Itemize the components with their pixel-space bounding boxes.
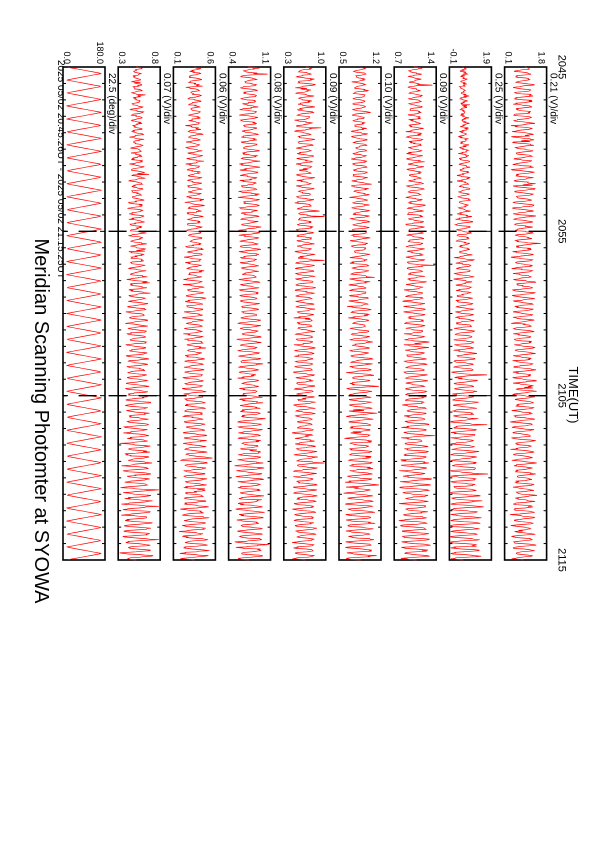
y-top-label: 0.8 [150, 51, 160, 64]
data-trace [343, 66, 380, 561]
data-trace [234, 66, 270, 561]
panel-scale-label: 0.09 (V)/div [437, 73, 448, 124]
y-top-label: 1.8 [537, 51, 547, 64]
data-trace [291, 66, 325, 561]
data-trace [119, 66, 159, 561]
panel-2: 0.8 0.3 0.07 (V)/div [117, 51, 172, 561]
y-bottom-label: 0.7 [393, 51, 403, 64]
panel-scale-label: 0.06 (V)/div [216, 73, 227, 124]
y-bottom-label: 0.1 [172, 51, 182, 64]
x-tick-label: 2115 [556, 548, 568, 572]
panel-9: 1.8 0.1 0.21 (V)/div [504, 51, 559, 561]
panel-scale-label: 0.25 (V)/div [492, 73, 503, 124]
y-bottom-label: -0.1 [448, 48, 458, 64]
panel-scale-label: 0.10 (V)/div [382, 73, 393, 124]
panel-scale-label: 0.08 (V)/div [272, 73, 283, 124]
panel-4: 1.1 0.4 0.08 (V)/div [228, 51, 283, 561]
y-top-label: 1.0 [316, 51, 326, 64]
y-top-label: 0.6 [205, 51, 215, 64]
panel-frame [62, 66, 106, 561]
y-bottom-label: 0.3 [283, 51, 293, 64]
panels: 180.0 0.0 22.5 (deg)/div 0.8 0.3 0.07 (V)/div… [62, 41, 559, 561]
rotated-plot-area: Meridian Scanning Photomter at SYOWA 202… [30, 41, 581, 604]
y-top-label: 180.0 [95, 41, 105, 64]
x-tick-label: 2055 [556, 219, 568, 243]
x-tick-label: 2045 [556, 55, 568, 79]
time-axis-ticks: 2045 2055 2105 2115 [63, 55, 568, 572]
x-tick-label: 2105 [556, 383, 568, 407]
panel-1: 180.0 0.0 22.5 (deg)/div [62, 41, 117, 561]
chart-title: Meridian Scanning Photomter at SYOWA [30, 239, 52, 605]
panel-scale-label: 0.09 (V)/div [327, 73, 338, 124]
data-trace [510, 66, 541, 561]
y-bottom-label: 0.0 [62, 51, 72, 64]
x-axis-label: TIME(UT) [566, 366, 581, 423]
panel-7: 1.4 0.7 0.09 (V)/div [393, 51, 448, 561]
y-top-label: 1.2 [371, 51, 381, 64]
y-bottom-label: 0.4 [228, 51, 238, 64]
panel-3: 0.6 0.1 0.06 (V)/div [172, 51, 227, 561]
y-top-label: 1.1 [261, 51, 271, 64]
y-bottom-label: 0.5 [338, 51, 348, 64]
data-trace [449, 66, 488, 561]
panel-5: 1.0 0.3 0.09 (V)/div [283, 51, 338, 561]
chart-subtitle: 2025 05/02 20:45:26UT - 2025 05/02 21:15… [55, 60, 66, 279]
y-bottom-label: 0.3 [117, 51, 127, 64]
data-trace [179, 66, 213, 561]
panel-8: 1.9 -0.1 0.25 (V)/div [448, 48, 503, 561]
panel-6: 1.2 0.5 0.10 (V)/div [338, 51, 393, 561]
y-bottom-label: 0.1 [504, 51, 514, 64]
panel-scale-label: 22.5 (deg)/div [106, 73, 117, 134]
data-trace [398, 66, 435, 561]
panel-scale-label: 0.07 (V)/div [161, 73, 172, 124]
y-top-label: 1.4 [426, 51, 436, 64]
panel-scale-label: 0.21 (V)/div [548, 73, 559, 124]
data-trace [65, 66, 103, 561]
y-top-label: 1.9 [481, 51, 491, 64]
